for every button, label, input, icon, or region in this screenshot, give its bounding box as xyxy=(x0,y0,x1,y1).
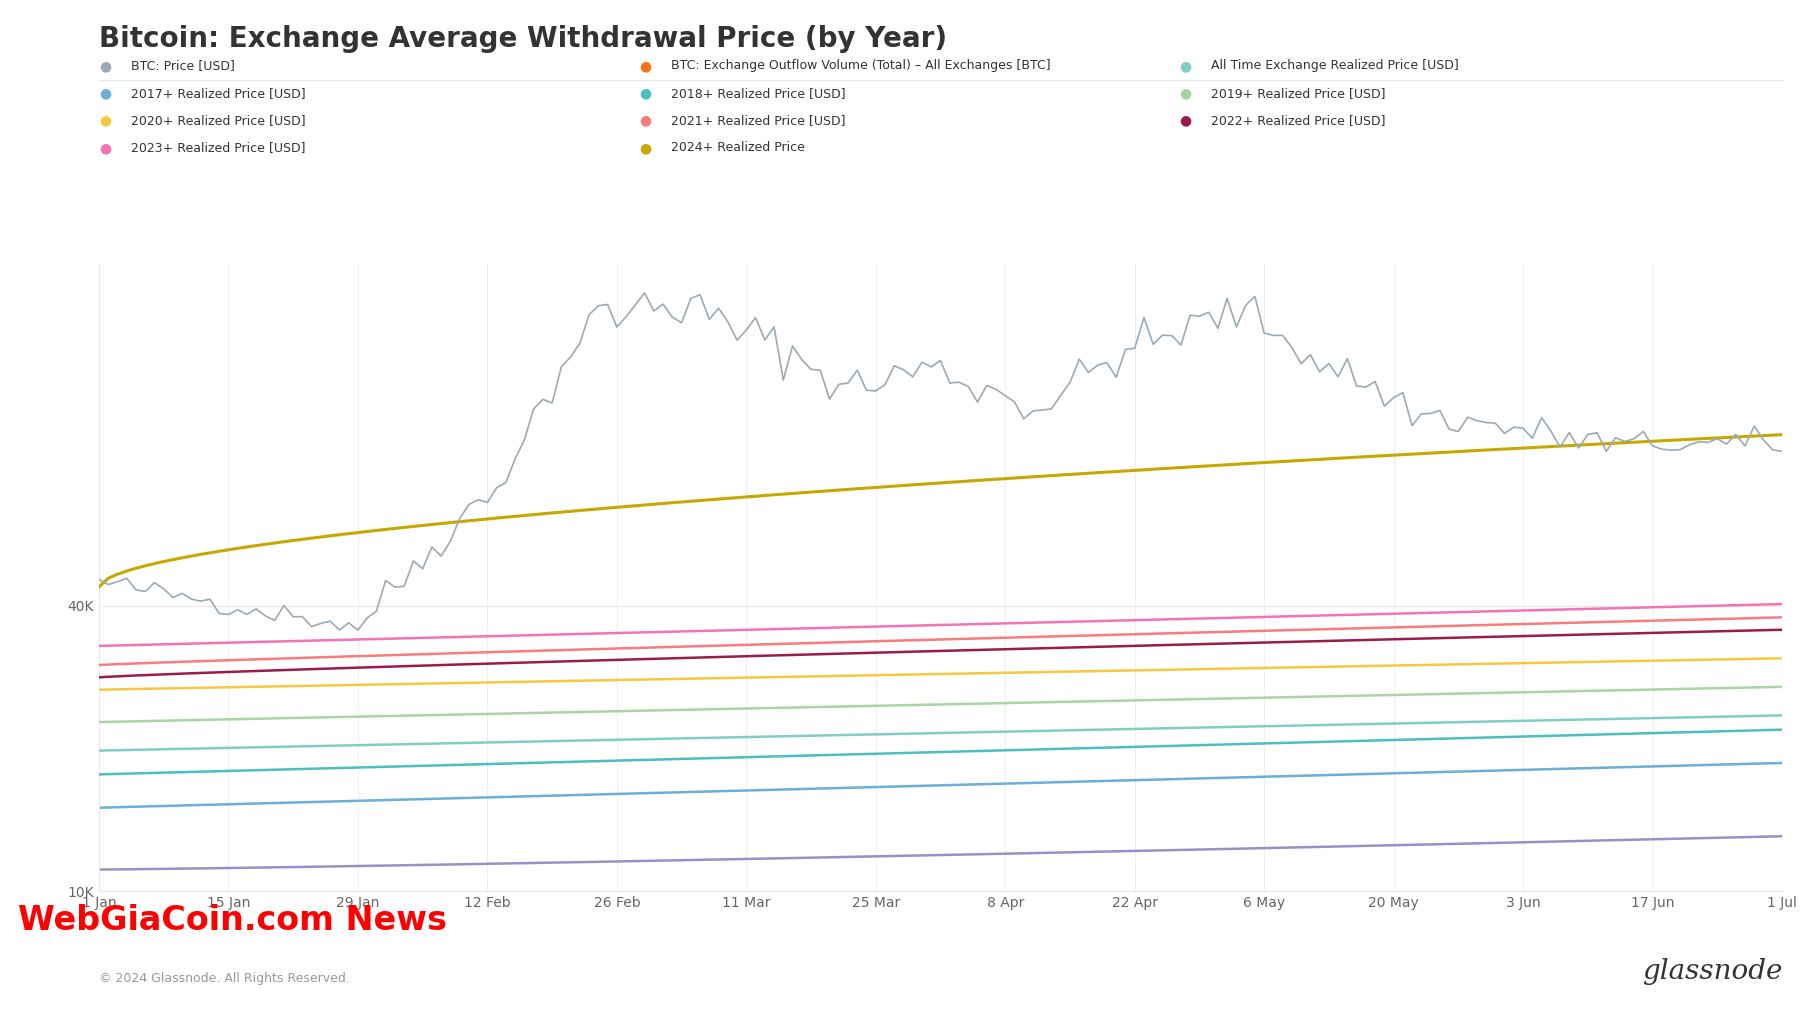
Text: 2022+ Realized Price [USD]: 2022+ Realized Price [USD] xyxy=(1211,114,1386,127)
Text: ●: ● xyxy=(639,113,652,128)
Text: © 2024 Glassnode. All Rights Reserved.: © 2024 Glassnode. All Rights Reserved. xyxy=(99,971,349,985)
Text: ●: ● xyxy=(99,59,112,73)
Text: Bitcoin: Exchange Average Withdrawal Price (by Year): Bitcoin: Exchange Average Withdrawal Pri… xyxy=(99,25,947,54)
Text: ●: ● xyxy=(639,86,652,100)
Text: 2023+ Realized Price [USD]: 2023+ Realized Price [USD] xyxy=(131,142,306,154)
Text: glassnode: glassnode xyxy=(1642,957,1782,985)
Text: 2024+ Realized Price: 2024+ Realized Price xyxy=(671,142,805,154)
Text: ●: ● xyxy=(99,141,112,155)
Text: WebGiaCoin.com News: WebGiaCoin.com News xyxy=(18,904,446,937)
Text: 2018+ Realized Price [USD]: 2018+ Realized Price [USD] xyxy=(671,87,846,99)
Text: ●: ● xyxy=(639,141,652,155)
Text: ●: ● xyxy=(1179,59,1192,73)
Text: ●: ● xyxy=(99,86,112,100)
Text: 2017+ Realized Price [USD]: 2017+ Realized Price [USD] xyxy=(131,87,306,99)
Text: ●: ● xyxy=(99,113,112,128)
Text: ●: ● xyxy=(1179,86,1192,100)
Text: BTC: Price [USD]: BTC: Price [USD] xyxy=(131,60,236,72)
Text: BTC: Exchange Outflow Volume (Total) – All Exchanges [BTC]: BTC: Exchange Outflow Volume (Total) – A… xyxy=(671,60,1051,72)
Text: 2019+ Realized Price [USD]: 2019+ Realized Price [USD] xyxy=(1211,87,1386,99)
Text: 2021+ Realized Price [USD]: 2021+ Realized Price [USD] xyxy=(671,114,846,127)
Text: 2020+ Realized Price [USD]: 2020+ Realized Price [USD] xyxy=(131,114,306,127)
Text: ●: ● xyxy=(639,59,652,73)
Text: ●: ● xyxy=(1179,113,1192,128)
Text: All Time Exchange Realized Price [USD]: All Time Exchange Realized Price [USD] xyxy=(1211,60,1460,72)
